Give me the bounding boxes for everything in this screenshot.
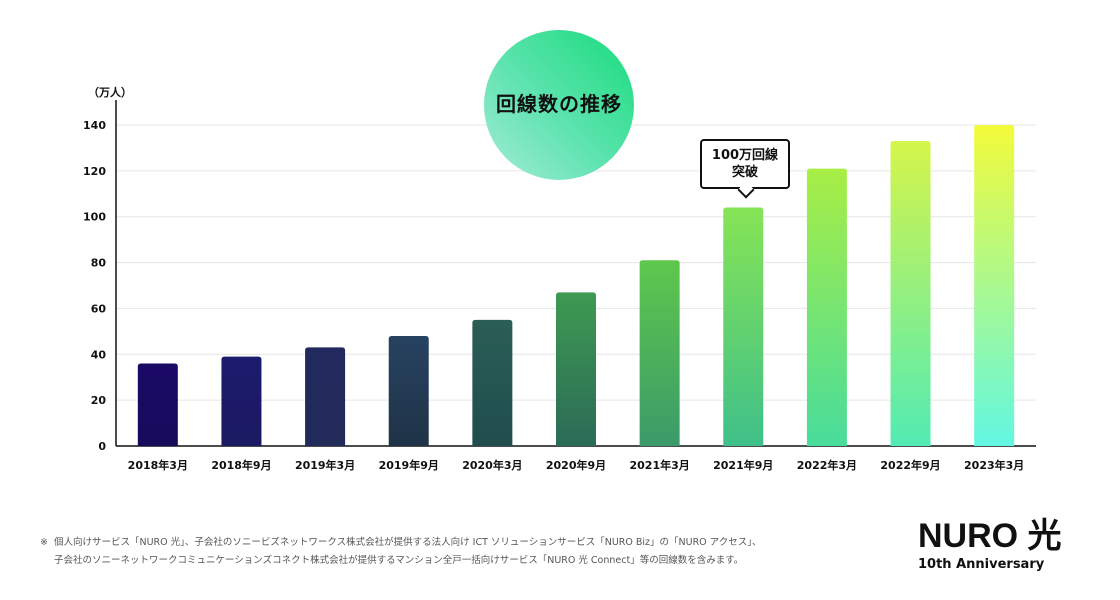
footnote-line-1: ※ 個人向けサービス「NURO 光」、子会社のソニービズネットワークス株式会社が提… [40,534,761,552]
x-tick-label: 2020年9月 [546,458,606,472]
nuro-logo: NURO 光 10th Anniversary [918,518,1088,574]
x-tick-labels: 2018年3月 2018年9月 2019年3月 2019年9月 2020年3月 2020年… [128,458,1025,472]
y-tick-label: 20 [91,394,107,407]
callout-line-1: 100万回線 [711,148,779,163]
x-tick-label: 2022年3月 [797,458,857,472]
x-tick-label: 2019年3月 [295,458,355,472]
logo-anniversary: 10th Anniversary [918,557,1045,572]
x-tick-label: 2023年3月 [964,458,1024,472]
x-tick-label: 2022年9月 [880,458,940,472]
footnote-line-2: 子会社のソニーネットワークコミュニケーションズコネクト株式会社が提供するマンショ… [54,555,744,566]
chart-title-badge: 回線数の推移 [484,30,634,180]
y-tick-label: 40 [91,348,107,361]
x-tick-label: 2021年9月 [713,458,773,472]
footnote-mark: ※ [40,537,48,548]
x-tick-label: 2018年9月 [211,458,271,472]
x-tick-label: 2019年9月 [379,458,439,472]
x-tick-label: 2020年3月 [462,458,522,472]
y-tick-label: 100 [83,211,106,224]
y-tick-label: 140 [83,119,106,132]
y-tick-labels: 0 20 40 60 80 100 120 140 [83,119,106,453]
bar-2018年3月 [137,363,178,446]
footnote-text-1: 個人向けサービス「NURO 光」、子会社のソニービズネットワークス株式会社が提供… [54,537,762,548]
bar-2021年9月 [723,207,764,446]
bars [137,125,1015,447]
bar-2018年9月 [221,356,262,446]
y-tick-label: 60 [91,302,107,315]
chart-title: 回線数の推移 [496,91,622,116]
x-tick-label: 2021年3月 [629,458,689,472]
callout-line-2: 突破 [731,165,758,180]
bar-2019年3月 [305,347,346,446]
bar-2020年3月 [472,319,513,446]
bar-2023年3月 [974,125,1015,446]
logo-wordmark: NURO 光 [918,517,1062,555]
footnote: ※ 個人向けサービス「NURO 光」、子会社のソニービズネットワークス株式会社が提… [40,534,761,570]
y-tick-label: 80 [91,257,107,270]
bar-2020年9月 [556,292,596,446]
milestone-callout: 100万回線 突破 [700,139,790,189]
y-axis-unit-label: （万人） [88,86,132,99]
bar-2022年3月 [806,168,847,447]
y-tick-label: 0 [98,440,106,453]
bar-2021年3月 [639,260,680,446]
bar-2019年9月 [388,335,429,446]
bar-2022年9月 [890,141,931,447]
x-tick-label: 2018年3月 [128,458,188,472]
y-tick-label: 120 [83,165,106,178]
